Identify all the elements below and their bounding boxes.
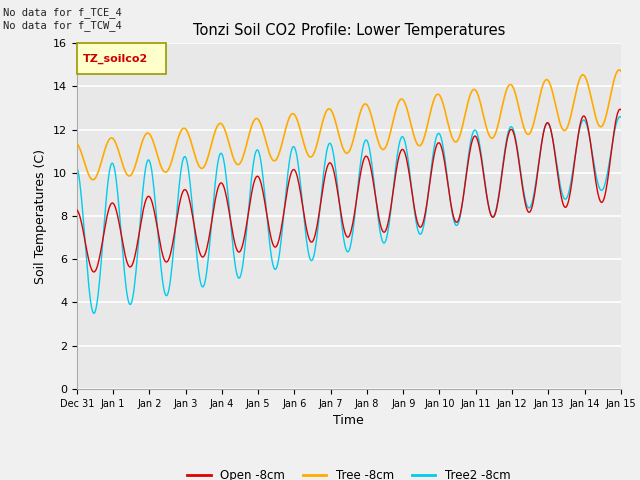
Tree2 -8cm	[616, 114, 624, 120]
Tree -8cm	[73, 141, 81, 146]
Line: Tree -8cm: Tree -8cm	[77, 70, 621, 180]
Open -8cm	[90, 269, 98, 275]
Tree2 -8cm	[73, 164, 81, 170]
Open -8cm	[616, 107, 624, 112]
Tree -8cm	[416, 143, 424, 149]
X-axis label: Time: Time	[333, 414, 364, 427]
Tree -8cm	[195, 162, 202, 168]
Open -8cm	[195, 246, 202, 252]
Text: TZ_soilco2: TZ_soilco2	[83, 54, 148, 64]
Line: Open -8cm: Open -8cm	[77, 109, 621, 272]
Tree2 -8cm	[195, 268, 202, 274]
Tree2 -8cm	[431, 138, 439, 144]
Tree2 -8cm	[223, 185, 231, 191]
Tree -8cm	[83, 167, 90, 172]
Legend: Open -8cm, Tree -8cm, Tree2 -8cm: Open -8cm, Tree -8cm, Tree2 -8cm	[182, 464, 515, 480]
Open -8cm	[73, 207, 81, 213]
Tree2 -8cm	[83, 259, 90, 264]
Tree2 -8cm	[416, 231, 424, 237]
Line: Tree2 -8cm: Tree2 -8cm	[77, 117, 621, 313]
Title: Tonzi Soil CO2 Profile: Lower Temperatures: Tonzi Soil CO2 Profile: Lower Temperatur…	[193, 23, 505, 38]
Tree -8cm	[140, 136, 147, 142]
Open -8cm	[431, 146, 439, 152]
Open -8cm	[223, 199, 231, 204]
Tree -8cm	[431, 94, 439, 99]
Tree2 -8cm	[140, 183, 147, 189]
Open -8cm	[140, 206, 147, 212]
Open -8cm	[416, 224, 424, 230]
Tree -8cm	[617, 68, 625, 74]
Open -8cm	[83, 247, 90, 252]
Tree -8cm	[616, 67, 623, 73]
Tree2 -8cm	[617, 114, 625, 120]
Tree -8cm	[223, 135, 231, 141]
Y-axis label: Soil Temperatures (C): Soil Temperatures (C)	[35, 148, 47, 284]
Open -8cm	[617, 107, 625, 112]
Text: No data for f_TCE_4
No data for f_TCW_4: No data for f_TCE_4 No data for f_TCW_4	[3, 7, 122, 31]
Tree -8cm	[89, 177, 97, 182]
Tree2 -8cm	[90, 311, 98, 316]
